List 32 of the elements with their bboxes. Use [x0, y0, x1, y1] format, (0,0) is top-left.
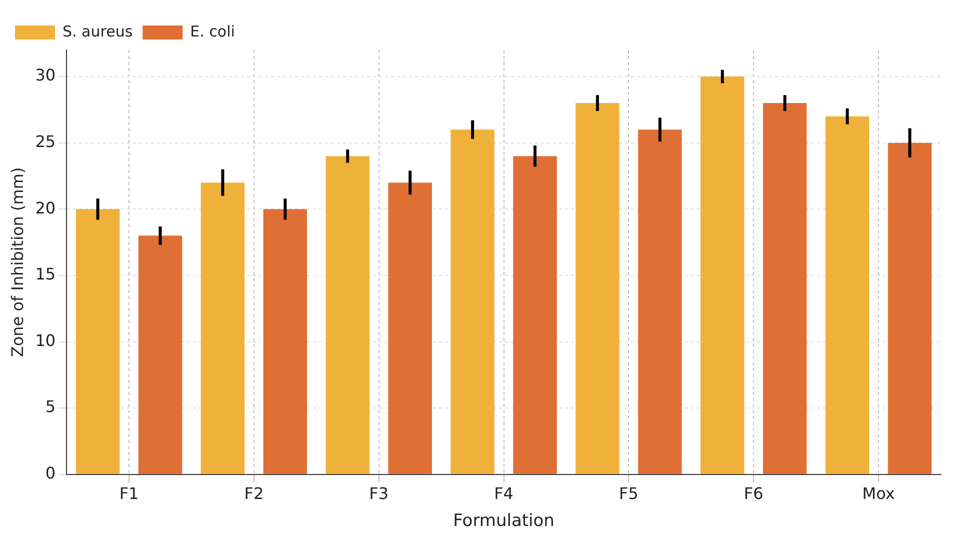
y-tick-label: 5 [45, 397, 56, 416]
bar [450, 130, 494, 474]
bar [138, 236, 182, 474]
y-tick-label: 0 [45, 464, 56, 483]
bar [388, 182, 432, 474]
legend-label: S. aureus [62, 22, 133, 40]
y-tick-label: 20 [35, 198, 56, 218]
y-axis-title: Zone of Inhibition (mm) [8, 167, 27, 358]
x-tick-label: F3 [369, 484, 389, 504]
x-tick-label: Mox [862, 484, 895, 504]
bar [762, 103, 807, 474]
bar [200, 182, 245, 474]
y-tick-label: 15 [35, 264, 56, 284]
y-tick-label: 25 [35, 132, 56, 151]
x-tick-label: F4 [494, 484, 514, 504]
bar [513, 156, 557, 474]
x-tick-label: F6 [744, 484, 764, 504]
y-tick-label: 10 [35, 330, 56, 350]
x-axis-title: Formulation [453, 511, 554, 532]
bar [76, 209, 120, 474]
bar [888, 142, 932, 474]
x-tick-label: F1 [119, 484, 139, 504]
bar [700, 76, 744, 474]
bar [638, 130, 682, 474]
y-tick-label: 30 [35, 66, 56, 85]
x-tick-label: F5 [619, 484, 638, 504]
x-tick-label: F2 [244, 484, 264, 504]
bar [825, 116, 870, 474]
bar [326, 156, 370, 474]
bar [263, 209, 308, 474]
bar [576, 103, 620, 474]
legend-label: E. coli [190, 22, 235, 40]
